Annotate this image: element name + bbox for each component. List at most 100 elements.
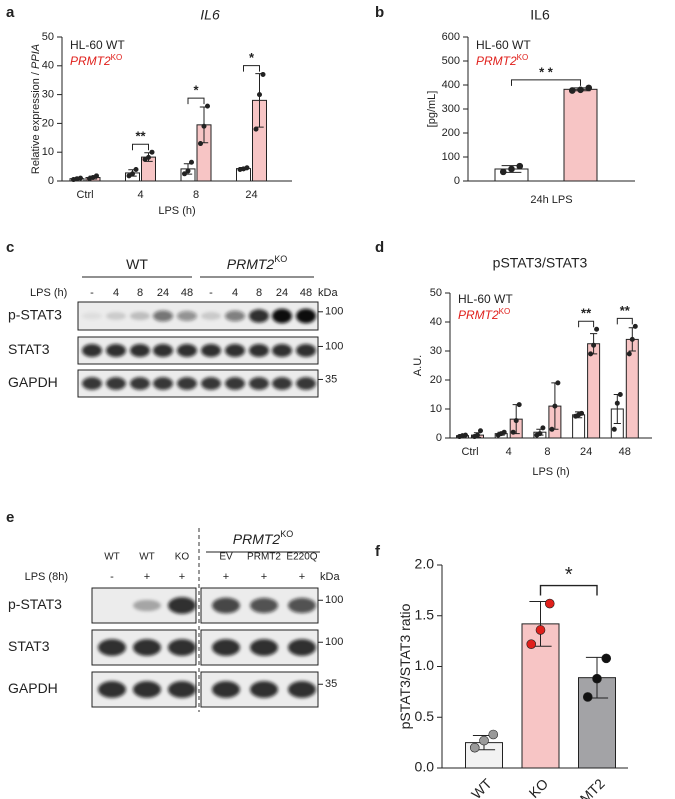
data-point [244, 165, 250, 171]
lane-treatment: + [299, 571, 305, 583]
lane-treatment: 4 [113, 287, 119, 299]
group-label: WT [126, 256, 148, 272]
band [153, 344, 173, 357]
band [250, 639, 278, 656]
lane-treatment: + [179, 571, 185, 583]
band [272, 344, 292, 357]
kda-label: kDa [320, 571, 340, 583]
row-label: p-STAT3 [8, 307, 62, 323]
y-tick-label: 0 [48, 175, 54, 187]
data-point [591, 342, 597, 348]
legend-label: PRMT2 [476, 54, 517, 68]
x-axis-label: LPS (h) [532, 466, 569, 478]
chart-title: IL6 [530, 7, 550, 23]
data-point [601, 653, 612, 664]
lane-row-label: LPS (8h) [25, 571, 68, 583]
lane-label: PRMT2 [247, 552, 281, 563]
significance-label: ** [620, 303, 631, 318]
y-tick-label: 200 [442, 127, 460, 139]
data-point [535, 625, 546, 635]
data-point [516, 162, 524, 170]
band [201, 344, 221, 357]
y-tick-label: 10 [430, 403, 442, 415]
data-point [510, 429, 516, 435]
data-point [94, 173, 100, 179]
data-point [501, 429, 507, 435]
data-point [632, 323, 638, 329]
data-point [149, 149, 155, 155]
band [201, 377, 221, 390]
panel-letter: a [6, 4, 15, 21]
lane-treatment: 8 [256, 287, 262, 299]
lane-treatment: + [144, 571, 150, 583]
data-point [594, 326, 600, 332]
band [288, 681, 316, 698]
data-point [568, 87, 576, 94]
x-axis-label: LPS (h) [158, 205, 195, 217]
y-tick-label: 50 [42, 31, 54, 43]
y-tick-label: 600 [442, 31, 460, 43]
significance-bracket [243, 65, 260, 72]
x-tick-label: WT [468, 775, 495, 799]
data-point [469, 742, 480, 753]
marker-label: 100 [325, 306, 343, 318]
y-tick-label: 40 [42, 60, 54, 72]
legend-entry: HL-60 WT [70, 38, 125, 52]
data-point [555, 380, 561, 386]
band [296, 344, 316, 357]
lane-treatment: 8 [137, 287, 143, 299]
band [133, 639, 161, 656]
lane-treatment: + [223, 571, 229, 583]
y-tick-label: 2.0 [415, 556, 435, 572]
x-tick-label: 24 [580, 446, 592, 458]
lane-treatment: + [261, 571, 267, 583]
y-axis-label-part: [pg/mL] [426, 91, 438, 128]
legend-entry: PRMT2KO [476, 53, 528, 69]
legend-label: HL-60 WT [458, 292, 513, 306]
data-point [588, 351, 594, 357]
data-point [526, 639, 537, 649]
lane-label: EV [219, 552, 233, 563]
legend-label: HL-60 WT [476, 38, 531, 52]
y-tick-label: 300 [442, 103, 460, 115]
data-point [540, 425, 546, 431]
band [272, 308, 292, 324]
y-axis-label-part: Relative expression / [30, 69, 42, 174]
row-label: GAPDH [8, 680, 58, 696]
y-tick-label: 10 [42, 146, 54, 158]
kda-label: kDa [318, 287, 338, 299]
x-tick-label: Ctrl [461, 446, 478, 458]
band [250, 597, 278, 614]
data-point [133, 166, 139, 172]
row-label: p-STAT3 [8, 596, 62, 612]
data-point [513, 418, 519, 424]
significance-bracket [511, 79, 581, 86]
band [168, 597, 196, 614]
data-point [508, 165, 515, 173]
y-tick-label: 400 [442, 79, 460, 91]
significance-bracket [616, 317, 633, 325]
data-point [617, 391, 623, 397]
x-tick-label: 48 [619, 446, 631, 458]
band [212, 681, 240, 698]
band [201, 312, 221, 320]
data-point [577, 86, 584, 94]
lane-treatment: 48 [300, 287, 312, 299]
y-axis-label: A.U. [412, 355, 424, 376]
band [225, 310, 245, 322]
legend-entry: HL-60 WT [458, 292, 513, 306]
band [98, 681, 126, 698]
data-point [462, 432, 468, 438]
lane-row-label: LPS (h) [30, 287, 67, 299]
y-tick-label: 30 [42, 89, 54, 101]
band [177, 377, 197, 390]
data-point [626, 351, 632, 357]
lane-treatment: 24 [276, 287, 288, 299]
data-point [256, 92, 262, 98]
significance-bracket [187, 97, 205, 105]
band [225, 377, 245, 390]
y-tick-label: 40 [430, 316, 442, 328]
bar [587, 343, 601, 439]
significance-label: * [249, 50, 255, 65]
data-point [78, 175, 84, 181]
